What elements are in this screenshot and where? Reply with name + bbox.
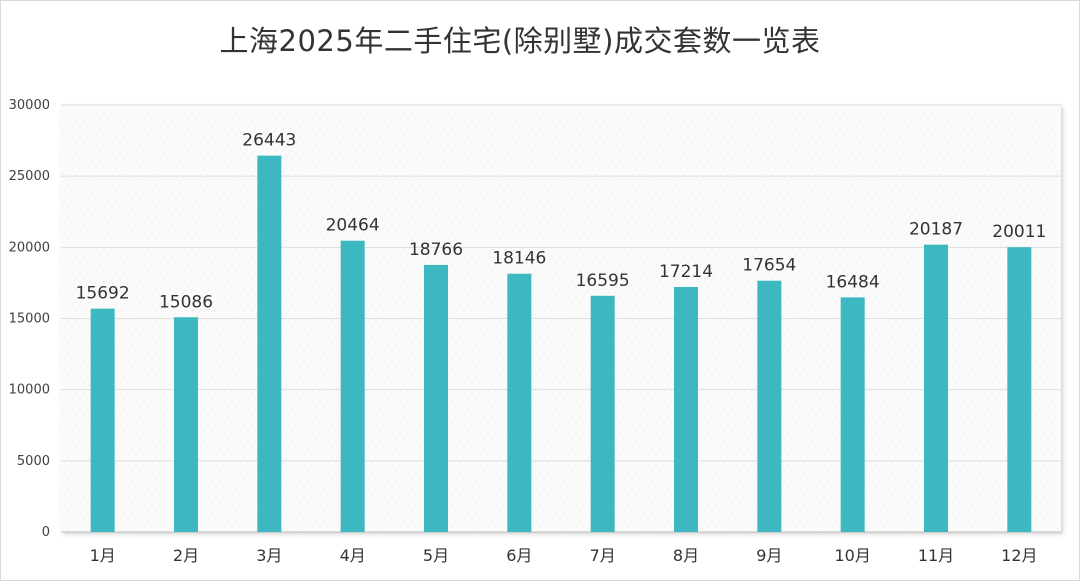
y-tick-label: 25000 <box>9 169 50 184</box>
bar <box>757 280 782 532</box>
data-label: 17654 <box>742 256 796 276</box>
bar <box>174 317 198 532</box>
x-category-label: 2月 <box>173 546 199 565</box>
x-category-label: 1月 <box>90 546 116 565</box>
bar <box>257 155 282 532</box>
bar <box>507 273 532 532</box>
data-label: 18146 <box>492 249 546 269</box>
x-category-label: 9月 <box>756 546 782 565</box>
y-tick-label: 0 <box>42 525 50 540</box>
bar <box>424 264 448 532</box>
bar <box>1007 247 1032 533</box>
x-category-label: 6月 <box>506 546 532 565</box>
chart-title: 上海2025年二手住宅(除别墅)成交套数一览表 <box>219 24 821 58</box>
data-label: 20464 <box>326 216 380 236</box>
data-label: 16484 <box>826 272 880 292</box>
data-label: 18766 <box>409 240 463 260</box>
x-category-label: 7月 <box>590 546 616 565</box>
y-tick-label: 5000 <box>17 454 50 469</box>
y-tick-label: 20000 <box>9 240 50 255</box>
data-label: 17214 <box>659 262 713 282</box>
data-label: 15086 <box>159 292 213 312</box>
x-category-label: 12月 <box>1001 546 1037 565</box>
data-label: 26443 <box>242 131 296 151</box>
x-category-label: 4月 <box>340 546 366 565</box>
x-category-label: 3月 <box>256 546 282 565</box>
bar <box>90 308 115 532</box>
x-category-label: 5月 <box>423 546 449 565</box>
data-label: 20187 <box>909 220 963 240</box>
data-label: 16595 <box>576 271 630 291</box>
bar <box>590 295 615 532</box>
x-category-label: 11月 <box>918 546 954 565</box>
bar <box>840 297 865 532</box>
bar <box>674 286 698 532</box>
y-tick-label: 30000 <box>9 98 50 113</box>
data-label: 20011 <box>992 222 1046 242</box>
bar <box>340 240 365 532</box>
x-category-label: 8月 <box>673 546 699 565</box>
data-label: 15692 <box>76 284 130 304</box>
bar <box>924 244 948 533</box>
y-tick-label: 10000 <box>9 383 50 398</box>
y-tick-label: 15000 <box>9 312 50 327</box>
x-category-label: 10月 <box>834 546 870 565</box>
